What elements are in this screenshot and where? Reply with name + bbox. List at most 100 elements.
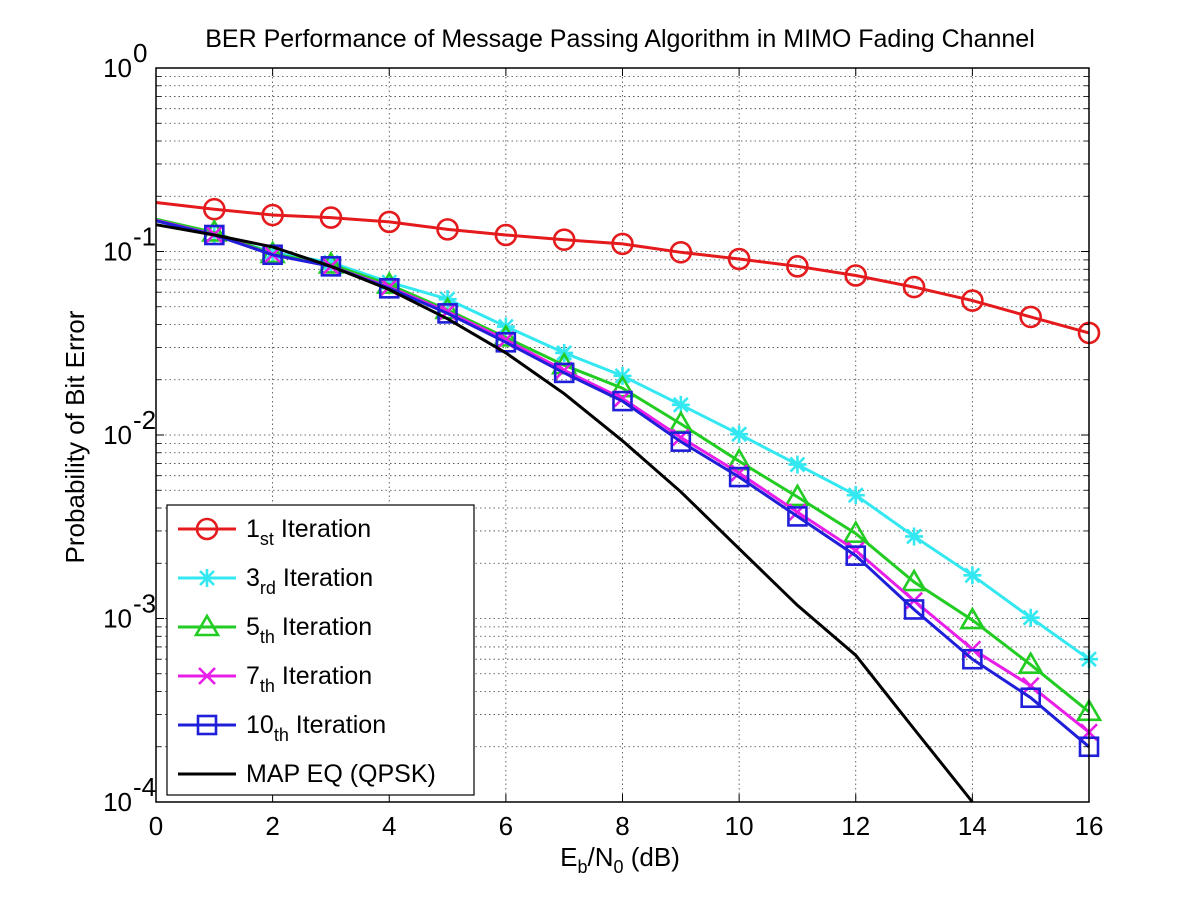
legend-label: 5th Iteration	[246, 613, 372, 647]
y-tick-exponent: -3	[133, 589, 156, 619]
y-tick-base: 10	[103, 420, 132, 450]
y-tick-exponent: -2	[133, 405, 156, 435]
marker-square	[670, 431, 692, 452]
marker-triangle	[1017, 651, 1044, 675]
marker-triangle	[784, 483, 811, 507]
marker-square	[320, 256, 342, 277]
marker-asterisk	[198, 569, 216, 587]
marker-asterisk	[671, 395, 690, 414]
x-tick-label: 0	[149, 811, 163, 841]
legend-label-main: MAP EQ (QPSK)	[246, 760, 436, 788]
marker-asterisk	[963, 566, 982, 585]
marker-x	[846, 541, 865, 560]
x-axis-label-sub1: b	[577, 857, 587, 877]
y-tick-base: 10	[103, 53, 132, 83]
y-tick-label: 10	[103, 237, 132, 267]
y-tick-exponent: -4	[133, 772, 156, 802]
series-layer	[155, 197, 1103, 803]
marker-asterisk	[905, 527, 924, 546]
x-axis-label-sub2: 0	[614, 857, 624, 877]
marker-triangle	[609, 374, 636, 398]
x-tick-label: 16	[1075, 811, 1104, 841]
marker-square	[378, 278, 400, 299]
y-tick-base: 10	[103, 787, 132, 817]
y-tick-base: 10	[103, 237, 132, 267]
marker-circle	[844, 264, 868, 287]
x-tick-label: 2	[265, 811, 279, 841]
marker-circle	[1019, 305, 1042, 329]
y-tick-exponent: 0	[133, 38, 147, 68]
marker-asterisk	[380, 273, 399, 292]
legend-label-sub: rd	[260, 578, 276, 598]
marker-asterisk	[846, 486, 865, 505]
marker-asterisk	[1021, 608, 1040, 627]
grid-lines	[156, 68, 1089, 802]
legend-label-main: 10	[246, 711, 274, 739]
marker-square	[612, 390, 633, 412]
x-tick-label: 4	[382, 811, 396, 841]
legend-label-main: 3	[246, 564, 260, 592]
marker-triangle	[842, 520, 870, 543]
y-tick-label: 10	[103, 53, 132, 83]
y-tick-exponent: -1	[133, 222, 156, 252]
marker-circle	[669, 241, 693, 264]
marker-circle	[436, 218, 459, 241]
marker-x	[198, 667, 216, 685]
x-tick-label: 14	[958, 811, 987, 841]
legend-label: 3rd Iteration	[246, 564, 373, 598]
y-tick-base: 10	[103, 604, 132, 634]
marker-circle	[377, 210, 401, 234]
series	[155, 197, 1101, 345]
marker-asterisk	[730, 425, 749, 444]
legend-label-sub: st	[260, 529, 274, 549]
legend-label-tail: Iteration	[274, 515, 371, 543]
y-axis-label: Probability of Bit Error	[60, 310, 90, 563]
marker-square	[1020, 687, 1041, 709]
legend-label-sub: th	[274, 725, 289, 745]
marker-asterisk	[788, 455, 807, 474]
legend-item: 1st Iteration	[178, 515, 371, 549]
marker-triangle	[900, 568, 928, 592]
x-axis-label-main: E	[560, 842, 577, 872]
legend-label: 7th Iteration	[246, 662, 372, 696]
marker-square	[903, 599, 925, 620]
x-axis-label-tail: (dB)	[624, 842, 680, 872]
x-tick-label: 6	[499, 811, 513, 841]
legend-item: 10th Iteration	[178, 711, 386, 745]
series	[155, 223, 974, 803]
marker-triangle	[201, 218, 228, 242]
x-tick-labels: 0 2 4 6 8 10 12 14 16	[149, 811, 1104, 841]
legend-label: 1st Iteration	[246, 515, 371, 549]
y-tick-label: 10	[103, 787, 132, 817]
y-tick-label: 10	[103, 420, 132, 450]
marker-circle	[786, 255, 809, 278]
legend-item: MAP EQ (QPSK)	[178, 760, 436, 788]
marker-circle	[195, 517, 219, 541]
legend-item: 3rd Iteration	[178, 564, 373, 598]
marker-triangle	[193, 613, 221, 637]
series-line	[155, 223, 974, 803]
marker-square	[845, 545, 867, 566]
marker-circle	[727, 247, 751, 271]
legend-box	[166, 504, 475, 796]
legend-label: MAP EQ (QPSK)	[246, 760, 436, 788]
marker-square	[728, 466, 750, 488]
chart-title: BER Performance of Message Passing Algor…	[205, 25, 1035, 53]
marker-square	[962, 648, 983, 670]
marker-x	[1021, 676, 1040, 695]
legend-label-sub: th	[260, 627, 275, 647]
marker-asterisk	[321, 253, 340, 272]
legend-label: 10th Iteration	[246, 711, 386, 745]
marker-circle	[902, 275, 926, 299]
marker-square	[204, 224, 225, 246]
marker-circle	[261, 203, 284, 227]
legend-label-sub: th	[260, 676, 275, 696]
legend-label-main: 7	[246, 662, 260, 690]
y-tick-label: 10	[103, 604, 132, 634]
legend-label-main: 5	[246, 613, 260, 641]
legend-label-tail: Iteration	[276, 564, 373, 592]
legend-item: 5th Iteration	[178, 613, 372, 647]
x-tick-label: 12	[841, 811, 870, 841]
